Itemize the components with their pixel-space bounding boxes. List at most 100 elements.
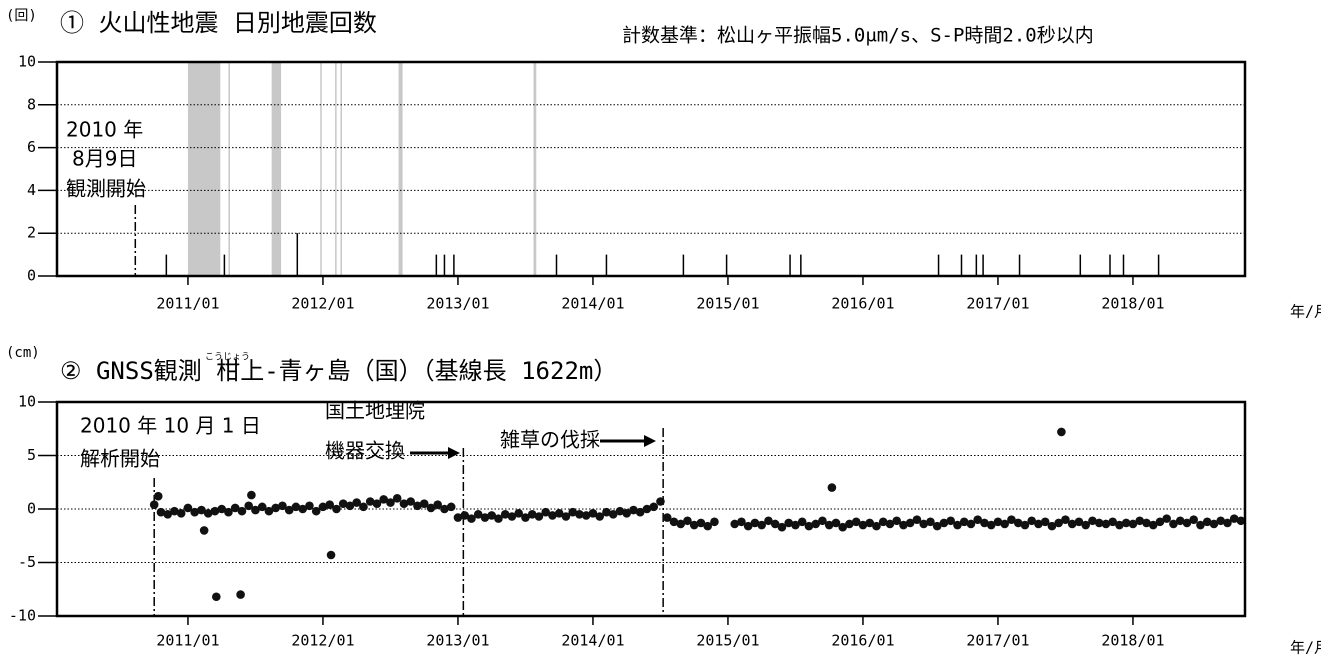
point (791, 520, 800, 530)
point (1189, 515, 1198, 524)
point (980, 518, 989, 528)
point (534, 512, 544, 521)
point (305, 501, 314, 511)
bar (682, 254, 685, 276)
point (1020, 520, 1030, 530)
shaded-range (533, 62, 537, 276)
point (912, 515, 922, 524)
point (885, 519, 895, 529)
point (1216, 516, 1225, 526)
point (602, 507, 611, 517)
x-tick-label: 2012/01 (291, 295, 354, 313)
point (635, 507, 645, 517)
y-unit: (回) (6, 8, 37, 24)
point (743, 521, 753, 531)
point (236, 590, 245, 599)
point (1054, 518, 1063, 528)
y-tick-label: 10 (18, 53, 36, 71)
shaded-range (228, 62, 230, 276)
point (257, 502, 267, 512)
point (608, 510, 618, 519)
point (865, 518, 874, 528)
point (824, 520, 834, 530)
point (561, 512, 571, 521)
point (1155, 517, 1165, 527)
point (622, 508, 631, 518)
point (271, 503, 281, 513)
point (1088, 516, 1097, 526)
point (473, 510, 483, 519)
point (750, 518, 760, 528)
point (500, 510, 510, 519)
point (818, 516, 827, 526)
point (581, 511, 591, 520)
point (291, 502, 301, 512)
point (224, 507, 233, 517)
point (838, 522, 847, 532)
y-tick-label: 2 (27, 224, 36, 242)
point (1182, 518, 1192, 528)
point (521, 513, 530, 522)
y-tick-label: 10 (18, 393, 36, 411)
bar (800, 254, 802, 276)
point (1007, 515, 1016, 524)
bar (725, 254, 728, 276)
point (986, 520, 996, 530)
x-tick-label: 2014/01 (561, 295, 624, 313)
point (892, 516, 901, 526)
point (251, 505, 260, 515)
point (163, 510, 172, 519)
point (467, 514, 476, 523)
point (811, 519, 820, 529)
point (676, 519, 685, 529)
point (696, 518, 706, 528)
point (878, 517, 888, 527)
point (480, 513, 490, 522)
point (1223, 518, 1232, 528)
bar (453, 254, 455, 276)
point (311, 506, 321, 516)
point (851, 517, 861, 527)
annotation: 観測開始 (66, 177, 146, 201)
point (392, 494, 402, 503)
point (662, 513, 672, 522)
point (797, 517, 807, 527)
shaded-range (271, 62, 282, 276)
point (433, 500, 443, 510)
point (153, 491, 163, 501)
point (426, 503, 436, 513)
y-unit: (cm) (6, 345, 40, 361)
point (359, 502, 368, 512)
point (595, 512, 604, 521)
point (1081, 520, 1090, 530)
point (1040, 517, 1050, 527)
point (588, 508, 598, 518)
arrow-head (448, 447, 460, 459)
x-tick-label: 2011/01 (156, 632, 219, 650)
point (156, 507, 166, 517)
point (926, 517, 935, 527)
point (386, 498, 395, 507)
point (352, 498, 362, 507)
point (1175, 516, 1185, 526)
point (683, 516, 692, 526)
point (527, 510, 537, 519)
point (541, 507, 550, 517)
point (1094, 518, 1104, 528)
point (326, 550, 336, 560)
annotation: 解析開始 (80, 447, 160, 471)
point (332, 504, 341, 514)
annotation: 2010 年 (66, 118, 143, 142)
point (642, 504, 652, 514)
plot-frame (55, 60, 1247, 278)
x-unit: 年/月 (1290, 639, 1321, 657)
x-tick-label: 2016/01 (831, 632, 894, 650)
point (1209, 519, 1219, 529)
point (993, 517, 1003, 527)
point (1000, 519, 1009, 529)
point (197, 505, 206, 515)
point (1027, 516, 1036, 526)
point (203, 508, 213, 518)
point (858, 520, 868, 530)
